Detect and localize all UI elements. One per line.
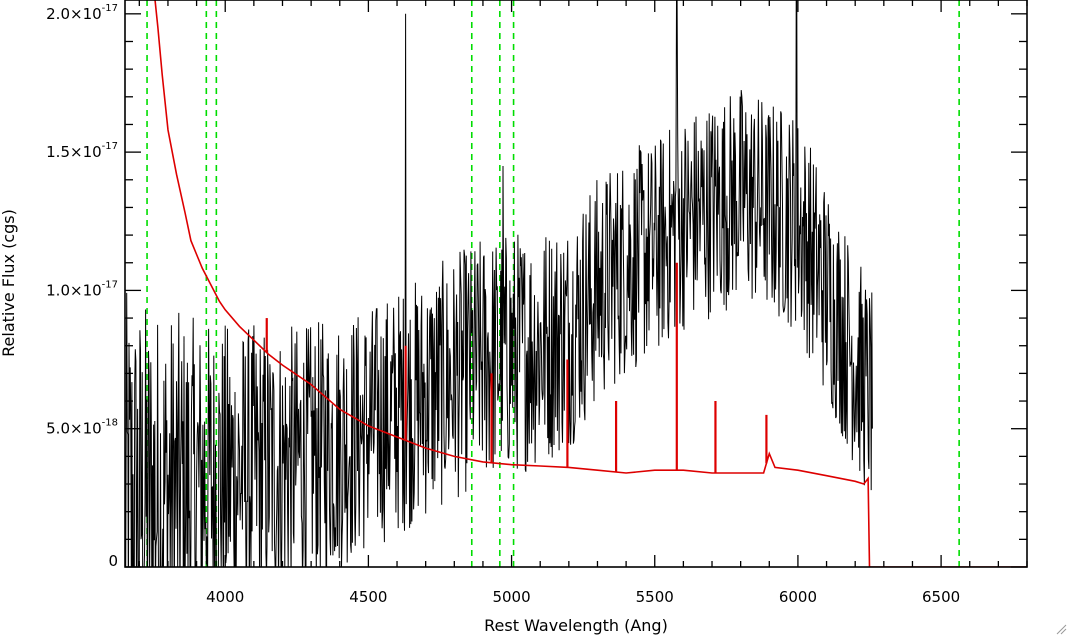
model-layer <box>154 0 1027 567</box>
y-tick-label: 1.0×10-17 <box>46 279 118 299</box>
y-axis-title: Relative Flux (cgs) <box>0 209 18 357</box>
axes <box>124 0 1028 568</box>
series-model <box>154 0 1027 567</box>
x-tick-label: 4000 <box>206 588 244 606</box>
tick-labels: 4000 4500 5000 5500 6000 6500 0 5.0×10-18 1.0×10… <box>46 3 960 606</box>
spectrum-layer <box>125 0 873 567</box>
x-tick-label: 5000 <box>492 588 530 606</box>
x-tick-label: 6000 <box>779 588 817 606</box>
y-tick-label: 5.0×10-18 <box>46 418 118 438</box>
plot-frame <box>124 0 1028 568</box>
x-tick-label: 4500 <box>349 588 387 606</box>
x-tick-label: 6500 <box>922 588 960 606</box>
y-tick-label: 0 <box>108 552 118 570</box>
y-tick-label: 2.0×10-17 <box>46 3 118 23</box>
series-observed-spectrum <box>125 0 873 567</box>
y-tick-label: 1.5×10-17 <box>46 141 118 161</box>
x-tick-label: 5500 <box>636 588 674 606</box>
resize-grip-icon[interactable] <box>1055 623 1067 635</box>
x-axis-title: Rest Wavelength (Ang) <box>484 616 668 635</box>
